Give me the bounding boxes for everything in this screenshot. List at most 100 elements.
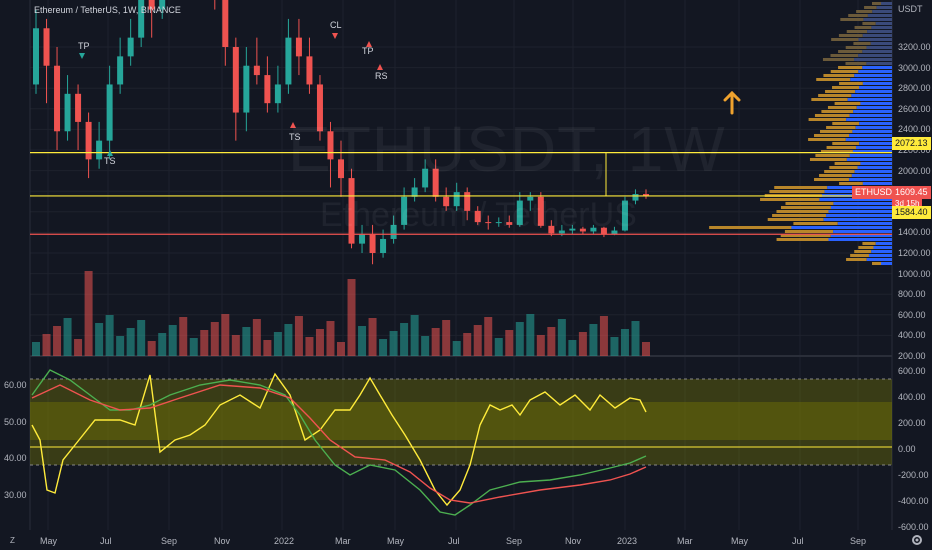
profile-bar-gold [839,182,863,185]
volume-bars [32,271,650,356]
candle-body [232,47,239,113]
volume-bar [42,334,51,356]
signal-label: TP [78,41,90,51]
profile-bar-gold [811,98,848,101]
candle-body [54,65,61,132]
price-tick-label: 2800.00 [898,83,931,94]
volume-bar [305,337,314,356]
osc-left-tick-label: 40.00 [4,453,27,463]
volume-bar [599,316,608,356]
volume-bar [337,342,345,356]
profile-bar-blue [830,206,892,209]
candle-body [106,84,113,141]
volume-bar [568,340,577,356]
profile-bar-gold [826,126,856,129]
volume-bar [105,315,114,356]
profile-bar-blue [849,114,892,117]
symbol-title[interactable]: Ethereum / TetherUS, 1W, BINANCE [34,5,181,15]
profile-bar-gold [769,190,825,193]
profile-bar-blue [867,14,892,17]
osc-red-line [31,384,647,504]
gear-icon[interactable] [910,533,924,547]
osc-right-tick-label: 200.00 [898,418,926,428]
candle-body [590,227,597,232]
z-icon[interactable]: Z [10,536,15,545]
profile-bar-gold [831,38,859,41]
volume-bar [210,322,219,356]
candle-body [85,121,92,160]
osc-right-tick-label: -200.00 [898,470,929,480]
volume-bar [631,321,640,356]
volume-bar [95,323,104,356]
volume-bar [610,337,619,356]
price-tick-label: 200.00 [898,351,926,361]
signal-triangle [79,53,85,59]
volume-bar [557,319,566,356]
profile-bar-gold [838,66,863,69]
candle-body [432,168,439,197]
profile-bar-blue [875,242,892,245]
profile-bar-blue [870,42,892,45]
signal-label: TS [104,156,116,166]
oscillator-pane [30,369,892,516]
profile-bar-blue [858,54,892,57]
signal-triangle [107,150,113,156]
candle-body [359,234,366,244]
volume-bar [221,314,230,356]
volume-profile [709,2,892,265]
time-tick-label: Nov [214,536,231,546]
volume-bar [326,321,335,356]
candle-body [316,84,323,132]
candle-body [338,159,344,179]
volume-bar [74,339,83,356]
volume-bar [147,341,156,356]
profile-bar-gold [832,122,860,125]
candle-body [295,37,302,57]
volume-bar [263,340,272,356]
profile-bar-gold [780,234,831,237]
profile-bar-blue [866,62,892,65]
volume-bar [400,323,409,356]
profile-bar-blue [823,218,892,221]
time-tick-label: Jul [792,536,804,546]
candle-body [548,225,555,234]
volume-bar [536,335,545,356]
candle-body [443,196,450,207]
volume-bar [494,338,503,356]
profile-bar-gold [848,14,868,17]
profile-bar-blue [837,222,892,225]
profile-bar-gold [853,42,871,45]
price-tick-label: 3000.00 [898,62,931,73]
profile-bar-blue [871,250,892,253]
profile-bar-gold [832,86,860,89]
profile-bar-gold [862,242,876,245]
volume-bar [505,330,514,356]
candle-body [285,37,292,85]
candle-body [621,200,628,231]
profile-bar-blue [862,34,892,37]
volume-bar [547,327,556,356]
profile-bar-blue [858,38,892,41]
candle-body [527,196,534,201]
profile-bar-gold [854,26,872,29]
profile-bar-blue [828,210,892,213]
signal-label: RS [375,71,388,81]
time-tick-label: 2023 [617,536,638,546]
orange-up-arrow-icon [723,91,741,115]
profile-bar-gold [823,74,855,77]
profile-bar-gold [846,30,868,33]
profile-bar-gold [816,78,851,81]
profile-bar-gold [784,230,834,233]
profile-bar-gold [856,10,873,13]
candle-body [390,224,397,239]
price-tick-label: 600.00 [898,309,926,320]
signal-label: TS [289,132,301,142]
volume-bar [410,315,419,356]
time-tick-label: Sep [506,536,523,546]
time-tick-label: Jul [100,536,112,546]
candle-body [222,0,229,47]
profile-bar-blue [867,30,892,33]
volume-bar [452,341,461,356]
volume-bar [189,338,198,356]
